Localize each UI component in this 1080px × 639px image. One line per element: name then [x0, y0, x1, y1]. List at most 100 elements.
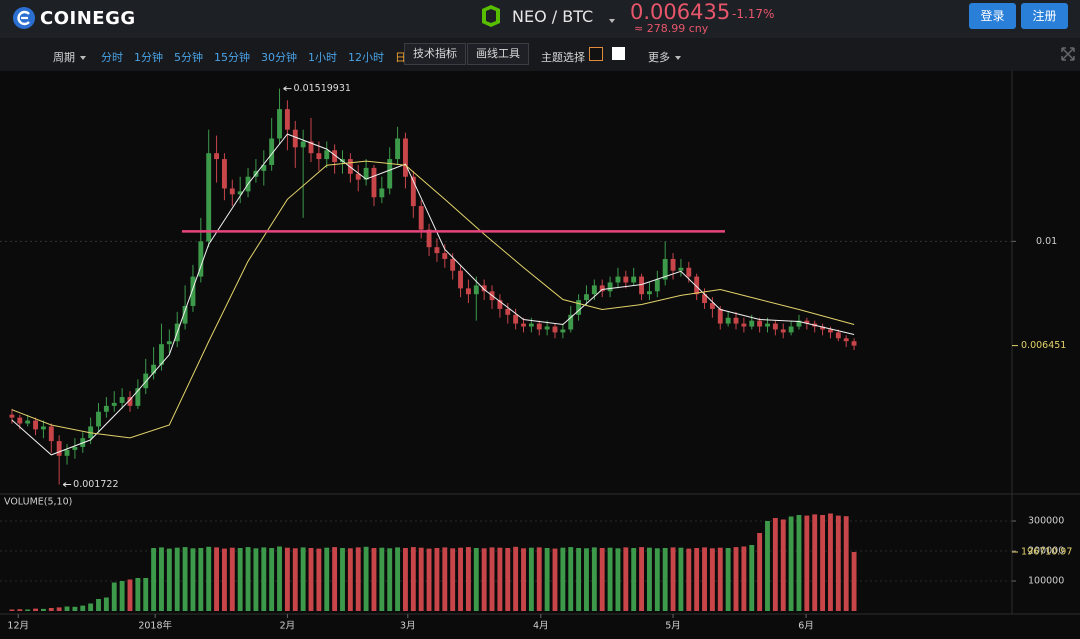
candle-body: [198, 241, 204, 277]
volume-bar: [33, 608, 38, 611]
volume-bar: [568, 547, 574, 611]
volume-bar: [599, 548, 605, 611]
candle-body: [694, 276, 700, 295]
candle-body: [277, 109, 282, 139]
theme-light[interactable]: [612, 47, 625, 60]
candle-body: [410, 176, 416, 207]
volume-bar: [245, 547, 251, 611]
candle-body: [828, 329, 833, 333]
volume-bar: [450, 548, 456, 611]
price: 0.006435: [630, 0, 731, 24]
login-button[interactable]: 登录: [969, 3, 1016, 29]
candle-body: [702, 294, 707, 304]
volume-bar: [725, 548, 731, 611]
volume-bar: [253, 548, 259, 611]
y-tick-label: 300000: [1028, 516, 1064, 527]
pair[interactable]: NEO / BTC: [512, 7, 594, 26]
interval-option[interactable]: 分时: [101, 51, 123, 64]
toolbar: 周期 分时1分钟5分钟15分钟30分钟1小时12小时日线 技术指标 画线工具 主…: [0, 38, 1080, 71]
candle-body: [403, 138, 408, 177]
volume-bar: [646, 547, 652, 611]
volume-bar: [119, 581, 125, 611]
candle-body: [355, 173, 361, 180]
volume-bar: [631, 548, 637, 611]
volume-bar: [528, 547, 534, 611]
volume-bar: [639, 547, 645, 611]
volume-bar: [56, 607, 62, 611]
theme-dark[interactable]: [589, 47, 603, 61]
volume-bar: [277, 546, 282, 611]
candle-body: [686, 267, 692, 277]
candle-body: [56, 441, 62, 456]
candle-body: [607, 282, 613, 292]
interval-option[interactable]: 12小时: [348, 51, 384, 64]
volume-bar: [654, 548, 660, 611]
volume-bar: [694, 548, 700, 611]
interval-option[interactable]: 1小时: [308, 51, 337, 64]
candle-body: [88, 426, 94, 439]
period-menu[interactable]: 周期: [53, 49, 86, 65]
interval-option[interactable]: 30分钟: [261, 51, 297, 64]
more-menu[interactable]: 更多: [648, 49, 681, 65]
volume-bar: [686, 548, 692, 611]
volume-bar: [159, 547, 164, 611]
candle-body: [733, 317, 739, 324]
volume-bar: [395, 547, 401, 611]
y-tick-label: 100000: [1028, 576, 1064, 587]
candle-body: [96, 411, 101, 427]
register-button[interactable]: 注册: [1021, 3, 1068, 29]
volume-bar: [804, 515, 810, 611]
volume-bar: [221, 548, 227, 611]
candle-body: [670, 258, 676, 271]
candle-body: [584, 294, 589, 301]
candle-body: [450, 258, 456, 271]
candle-body: [780, 329, 786, 333]
candle-body: [221, 159, 227, 189]
volume-bar: [820, 515, 826, 611]
volume-bar: [284, 547, 290, 611]
volume-bar: [292, 548, 298, 611]
candle-body: [717, 308, 723, 324]
volume-bar: [851, 551, 857, 611]
volume-bar: [505, 548, 511, 611]
volume-bar: [347, 548, 353, 611]
candle-body: [513, 314, 519, 324]
volume-bar: [25, 609, 31, 611]
volume-bar: [670, 547, 676, 611]
candle-body: [127, 397, 133, 406]
drawing-button[interactable]: 画线工具: [467, 43, 529, 65]
volume-bar: [552, 548, 558, 611]
logo[interactable]: COINEGG: [40, 8, 136, 29]
volume-bar: [269, 548, 275, 611]
volume-bar: [111, 582, 117, 611]
candle-body: [269, 138, 275, 165]
volume-bar: [151, 548, 157, 611]
candle-body: [379, 188, 385, 198]
candle-body: [48, 426, 54, 442]
volume-bar: [560, 547, 566, 611]
candle-body: [119, 397, 125, 403]
interval-option[interactable]: 1分钟: [134, 51, 163, 64]
candle-body: [552, 326, 558, 333]
fullscreen-icon[interactable]: [1061, 47, 1075, 61]
volume-bar: [316, 548, 322, 611]
candle-body: [72, 446, 78, 450]
volume-bar: [127, 579, 133, 611]
volume-bar: [780, 519, 786, 611]
candle-body: [654, 279, 660, 292]
volume-bar: [340, 548, 345, 611]
volume-bar: [64, 606, 70, 611]
volume-bar: [765, 521, 770, 611]
interval-option[interactable]: 15分钟: [214, 51, 250, 64]
interval-option[interactable]: 5分钟: [174, 51, 203, 64]
candle-body: [599, 285, 605, 292]
annotation-label: 0.001722: [73, 479, 118, 490]
volume-bar: [678, 547, 684, 611]
candle-body: [796, 320, 802, 327]
volume-bar: [835, 515, 841, 611]
candle-body: [465, 288, 471, 295]
volume-bar: [434, 548, 440, 611]
candle-body: [214, 153, 220, 160]
indicators-button[interactable]: 技术指标: [404, 43, 466, 65]
